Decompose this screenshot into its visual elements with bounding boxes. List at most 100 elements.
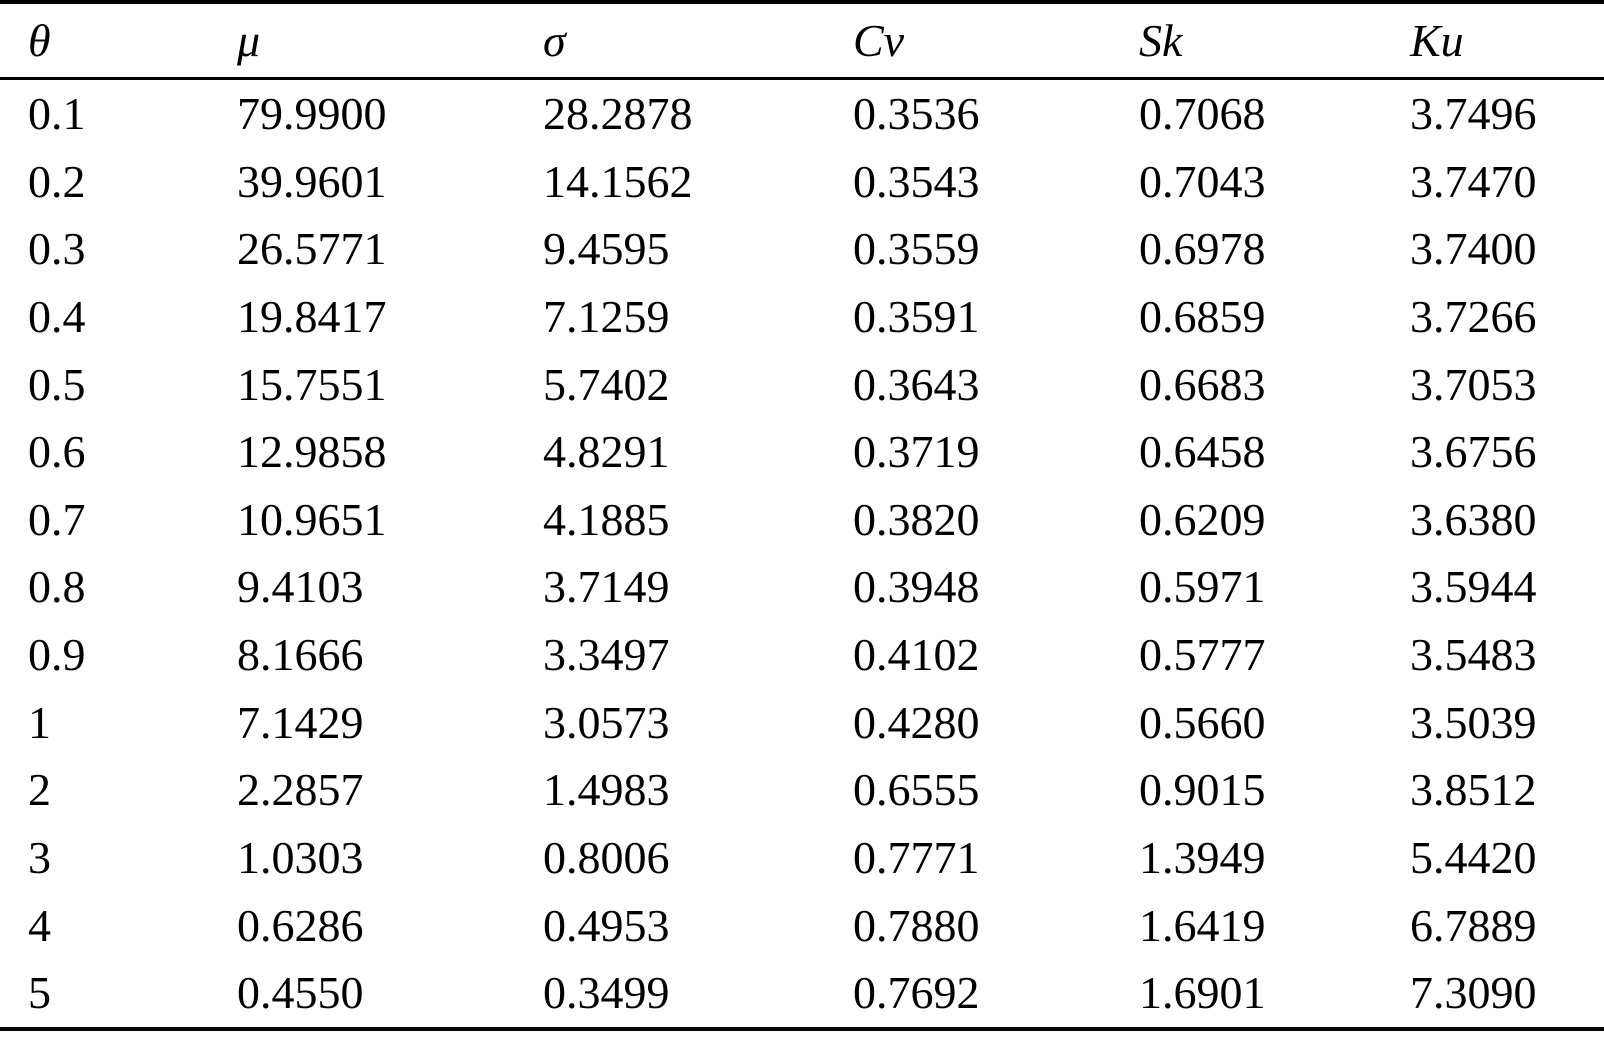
cell-theta: 5 bbox=[28, 967, 51, 1019]
col-header-sigma: σ bbox=[515, 2, 825, 80]
cell-cv: 0.3591 bbox=[853, 291, 980, 343]
cell-cv: 0.7880 bbox=[853, 899, 980, 951]
cell-cv: 0.3948 bbox=[853, 561, 980, 613]
cell-sigma: 1.4983 bbox=[543, 764, 670, 816]
cell-cv: 0.3820 bbox=[853, 493, 980, 545]
cell-sk: 1.6901 bbox=[1139, 967, 1266, 1019]
table-row: 2 2.2857 1.4983 0.6555 0.9015 3.8512 bbox=[0, 756, 1604, 824]
col-header-mu: μ bbox=[209, 2, 515, 80]
cell-sk: 0.6458 bbox=[1139, 426, 1266, 478]
cell-ku: 3.7400 bbox=[1410, 223, 1537, 275]
cell-sk: 1.3949 bbox=[1139, 831, 1266, 883]
cell-theta: 2 bbox=[28, 764, 51, 816]
cell-theta: 0.9 bbox=[28, 629, 86, 681]
cell-cv: 0.6555 bbox=[853, 764, 980, 816]
table-row: 0.3 26.5771 9.4595 0.3559 0.6978 3.7400 bbox=[0, 215, 1604, 283]
cell-theta: 0.8 bbox=[28, 561, 86, 613]
cell-mu: 12.9858 bbox=[237, 426, 387, 478]
cell-sigma: 0.3499 bbox=[543, 967, 670, 1019]
cell-ku: 3.7470 bbox=[1410, 155, 1537, 207]
cell-sk: 0.9015 bbox=[1139, 764, 1266, 816]
cell-theta: 0.6 bbox=[28, 426, 86, 478]
cell-mu: 8.1666 bbox=[237, 629, 364, 681]
cell-mu: 1.0303 bbox=[237, 831, 364, 883]
cell-sk: 0.7068 bbox=[1139, 88, 1266, 139]
table-header: θ μ σ Cv Sk Ku bbox=[0, 2, 1604, 80]
cell-sigma: 0.8006 bbox=[543, 831, 670, 883]
cell-ku: 3.5483 bbox=[1410, 629, 1537, 681]
cell-theta: 0.7 bbox=[28, 493, 86, 545]
table-row: 0.6 12.9858 4.8291 0.3719 0.6458 3.6756 bbox=[0, 418, 1604, 486]
cell-ku: 3.5944 bbox=[1410, 561, 1537, 613]
table-row: 1 7.1429 3.0573 0.4280 0.5660 3.5039 bbox=[0, 688, 1604, 756]
table-row: 0.8 9.4103 3.7149 0.3948 0.5971 3.5944 bbox=[0, 553, 1604, 621]
cell-ku: 6.7889 bbox=[1410, 899, 1537, 951]
cell-cv: 0.4102 bbox=[853, 629, 980, 681]
cell-sigma: 7.1259 bbox=[543, 291, 670, 343]
cell-cv: 0.4280 bbox=[853, 696, 980, 748]
header-row: θ μ σ Cv Sk Ku bbox=[0, 2, 1604, 80]
table-row: 0.4 19.8417 7.1259 0.3591 0.6859 3.7266 bbox=[0, 283, 1604, 351]
cell-theta: 0.4 bbox=[28, 291, 86, 343]
cell-sigma: 3.0573 bbox=[543, 696, 670, 748]
cell-mu: 0.4550 bbox=[237, 967, 364, 1019]
cell-theta: 0.1 bbox=[28, 88, 86, 139]
cell-sigma: 0.4953 bbox=[543, 899, 670, 951]
cell-sk: 0.6978 bbox=[1139, 223, 1266, 275]
cell-sk: 0.7043 bbox=[1139, 155, 1266, 207]
col-header-ku: Ku bbox=[1382, 2, 1604, 80]
cell-sk: 0.6683 bbox=[1139, 358, 1266, 410]
table-row: 0.1 79.9900 28.2878 0.3536 0.7068 3.7496 bbox=[0, 78, 1604, 148]
cell-mu: 19.8417 bbox=[237, 291, 387, 343]
cell-sk: 1.6419 bbox=[1139, 899, 1266, 951]
cell-ku: 3.7053 bbox=[1410, 358, 1537, 410]
table-row: 3 1.0303 0.8006 0.7771 1.3949 5.4420 bbox=[0, 824, 1604, 892]
col-header-cv: Cv bbox=[825, 2, 1111, 80]
cell-ku: 3.7496 bbox=[1410, 88, 1537, 139]
table-row: 5 0.4550 0.3499 0.7692 1.6901 7.3090 bbox=[0, 959, 1604, 1029]
cell-ku: 5.4420 bbox=[1410, 831, 1537, 883]
cell-ku: 3.8512 bbox=[1410, 764, 1537, 816]
cell-mu: 0.6286 bbox=[237, 899, 364, 951]
table-row: 4 0.6286 0.4953 0.7880 1.6419 6.7889 bbox=[0, 891, 1604, 959]
cell-cv: 0.3559 bbox=[853, 223, 980, 275]
table-body: 0.1 79.9900 28.2878 0.3536 0.7068 3.7496 0.2 39… bbox=[0, 78, 1604, 1029]
cell-mu: 26.5771 bbox=[237, 223, 387, 275]
cell-theta: 4 bbox=[28, 899, 51, 951]
cell-cv: 0.3543 bbox=[853, 155, 980, 207]
cell-cv: 0.3536 bbox=[853, 88, 980, 139]
table-row: 0.5 15.7551 5.7402 0.3643 0.6683 3.7053 bbox=[0, 350, 1604, 418]
cell-cv: 0.7692 bbox=[853, 967, 980, 1019]
col-header-sk: Sk bbox=[1111, 2, 1382, 80]
cell-cv: 0.3643 bbox=[853, 358, 980, 410]
cell-mu: 2.2857 bbox=[237, 764, 364, 816]
cell-sigma: 3.7149 bbox=[543, 561, 670, 613]
cell-sk: 0.5777 bbox=[1139, 629, 1266, 681]
cell-sigma: 3.3497 bbox=[543, 629, 670, 681]
cell-mu: 79.9900 bbox=[237, 88, 387, 139]
cell-mu: 39.9601 bbox=[237, 155, 387, 207]
cell-theta: 1 bbox=[28, 696, 51, 748]
cell-theta: 0.3 bbox=[28, 223, 86, 275]
cell-sigma: 14.1562 bbox=[543, 155, 693, 207]
cell-sk: 0.5971 bbox=[1139, 561, 1266, 613]
cell-theta: 3 bbox=[28, 831, 51, 883]
cell-ku: 3.6380 bbox=[1410, 493, 1537, 545]
cell-ku: 7.3090 bbox=[1410, 967, 1537, 1019]
cell-mu: 15.7551 bbox=[237, 358, 387, 410]
cell-sigma: 4.1885 bbox=[543, 493, 670, 545]
table-row: 0.7 10.9651 4.1885 0.3820 0.6209 3.6380 bbox=[0, 486, 1604, 554]
cell-cv: 0.7771 bbox=[853, 831, 980, 883]
cell-sigma: 5.7402 bbox=[543, 358, 670, 410]
cell-ku: 3.5039 bbox=[1410, 696, 1537, 748]
col-header-theta: θ bbox=[0, 2, 209, 80]
cell-sigma: 4.8291 bbox=[543, 426, 670, 478]
cell-ku: 3.6756 bbox=[1410, 426, 1537, 478]
cell-sigma: 28.2878 bbox=[543, 88, 693, 139]
cell-mu: 7.1429 bbox=[237, 696, 364, 748]
cell-sk: 0.5660 bbox=[1139, 696, 1266, 748]
cell-ku: 3.7266 bbox=[1410, 291, 1537, 343]
cell-theta: 0.2 bbox=[28, 155, 86, 207]
